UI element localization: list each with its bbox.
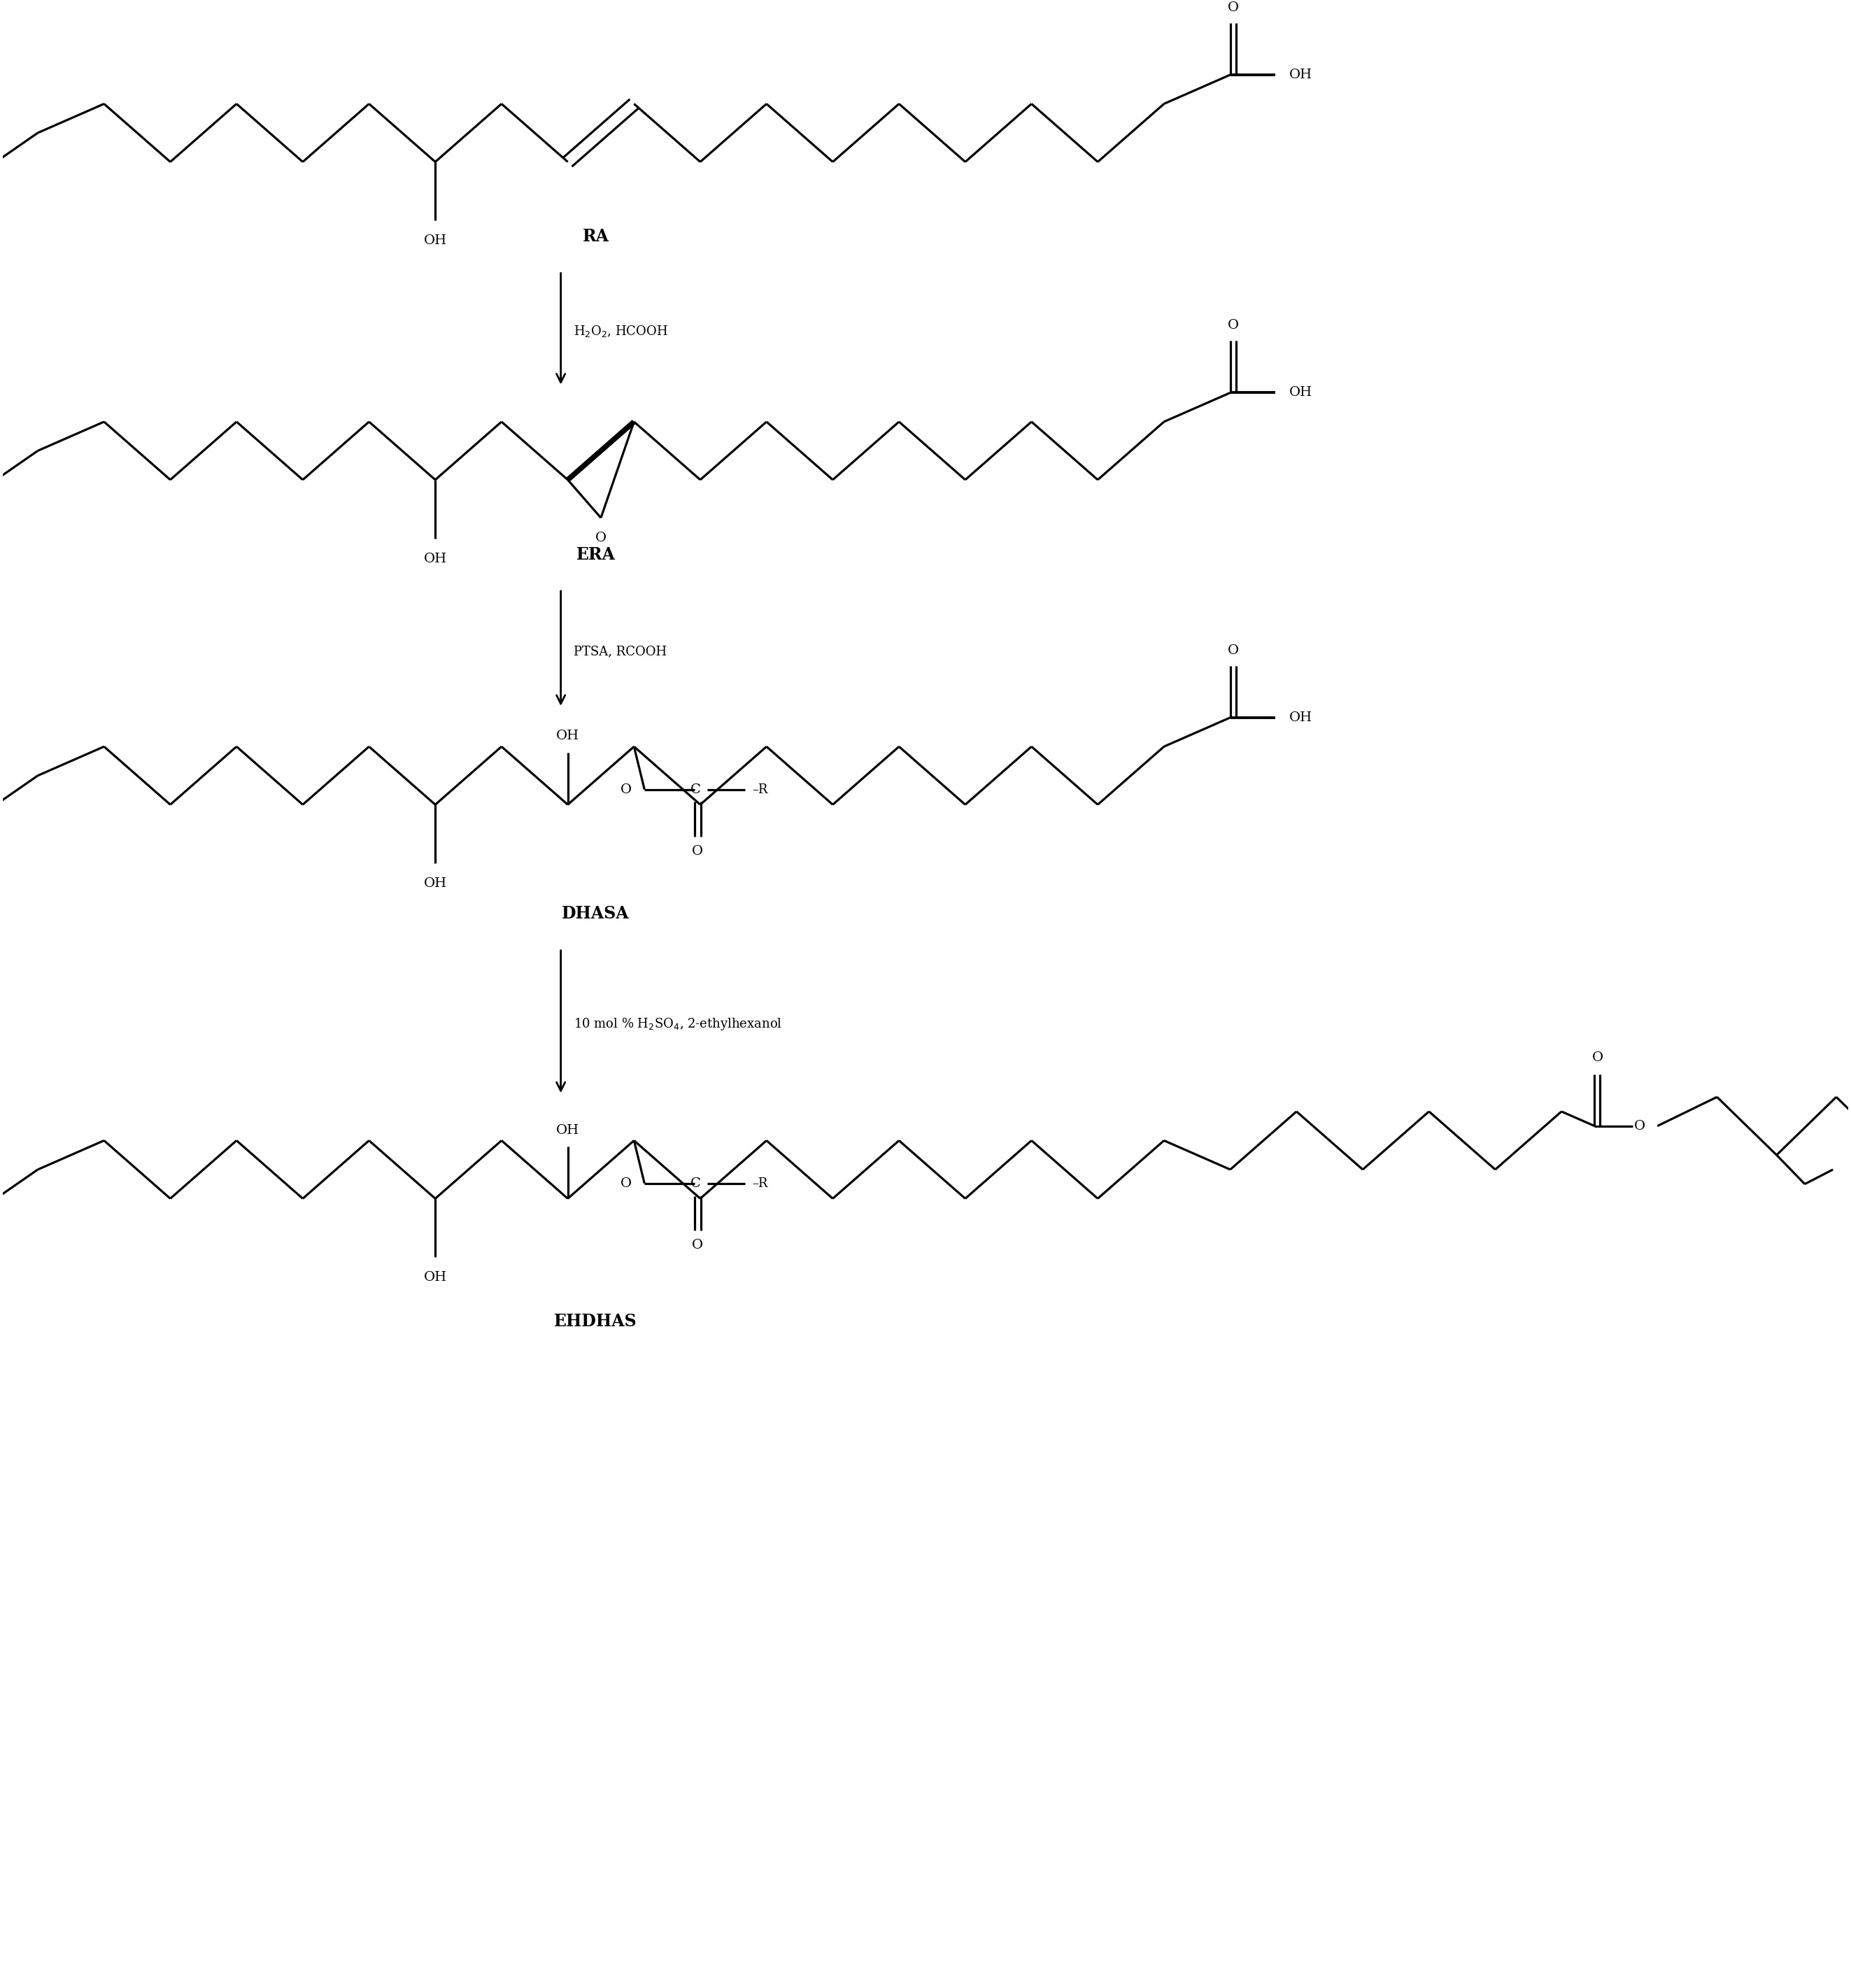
Text: PTSA, RCOOH: PTSA, RCOOH — [574, 644, 666, 658]
Text: O: O — [620, 1177, 631, 1189]
Text: ERA: ERA — [576, 547, 615, 563]
Text: –R: –R — [752, 783, 768, 795]
Text: O: O — [620, 783, 631, 795]
Text: OH: OH — [1290, 712, 1312, 724]
Text: O: O — [1227, 2, 1238, 14]
Text: O: O — [1592, 1052, 1603, 1064]
Text: O: O — [692, 1239, 703, 1250]
Text: O: O — [1227, 320, 1238, 332]
Text: H$_2$O$_2$, HCOOH: H$_2$O$_2$, HCOOH — [574, 324, 668, 338]
Text: OH: OH — [424, 877, 446, 891]
Text: OH: OH — [1290, 68, 1312, 82]
Text: OH: OH — [555, 1123, 579, 1137]
Text: OH: OH — [555, 730, 579, 742]
Text: DHASA: DHASA — [563, 905, 629, 922]
Text: OH: OH — [424, 235, 446, 247]
Text: O: O — [596, 531, 607, 545]
Text: C: C — [690, 1177, 700, 1189]
Text: O: O — [1634, 1119, 1646, 1133]
Text: C: C — [690, 783, 700, 795]
Text: O: O — [1227, 644, 1238, 656]
Text: OH: OH — [424, 1270, 446, 1284]
Text: OH: OH — [1290, 386, 1312, 400]
Text: O: O — [692, 845, 703, 857]
Text: 10 mol % H$_2$SO$_4$, 2-ethylhexanol: 10 mol % H$_2$SO$_4$, 2-ethylhexanol — [574, 1016, 781, 1032]
Text: EHDHAS: EHDHAS — [553, 1314, 637, 1330]
Text: RA: RA — [583, 229, 609, 245]
Text: –R: –R — [752, 1177, 768, 1189]
Text: OH: OH — [424, 553, 446, 565]
